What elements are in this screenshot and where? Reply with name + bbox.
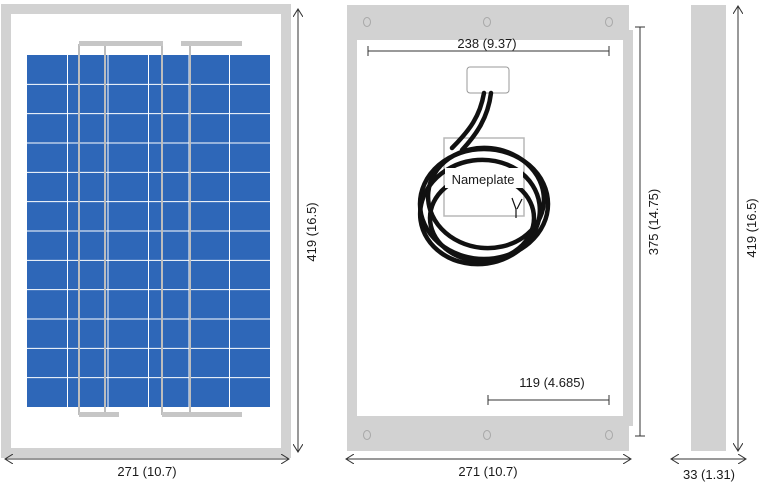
back-view: 238 (9.37) Nameplate 119 (4.685) 37: [346, 5, 661, 479]
cable-ends: [511, 197, 523, 218]
tab-top-right: [181, 41, 242, 46]
back-inner-height-label: 375 (14.75): [646, 189, 661, 256]
cable-coil: [417, 90, 551, 267]
tab-bottom-left: [79, 412, 119, 417]
junction-box: [466, 66, 510, 94]
nameplate-label-bg: [445, 168, 523, 188]
mounting-hole: [483, 17, 491, 27]
side-view: 419 (16.5) 33 (1.31): [671, 5, 759, 482]
mounting-holes: [363, 17, 613, 440]
mounting-hole: [605, 430, 613, 440]
front-frame: [1, 4, 291, 458]
cell-grid-lines: [27, 55, 270, 407]
busbar-rails: [78, 44, 191, 415]
nameplate-label: Nameplate: [452, 172, 515, 187]
front-view: 419 (16.5) 271 (10.7): [1, 4, 319, 479]
tab-top-left: [79, 41, 163, 46]
front-width-label: 271 (10.7): [117, 464, 176, 479]
side-depth-label: 33 (1.31): [683, 467, 735, 482]
side-profile: [691, 5, 726, 451]
back-top-rail: [347, 5, 629, 38]
mounting-hole: [483, 430, 491, 440]
back-half-width-label: 119 (4.685): [519, 375, 585, 390]
back-bottom-rail: [347, 418, 629, 451]
tab-bottom-right: [162, 412, 242, 417]
mounting-hole: [363, 17, 371, 27]
mounting-hole: [605, 17, 613, 27]
back-width-label: 271 (10.7): [458, 464, 517, 479]
side-height-label: 419 (16.5): [744, 198, 759, 257]
back-top-width-label: 238 (9.37): [457, 36, 516, 51]
front-frame-tabs: [79, 41, 242, 417]
mounting-hole: [363, 430, 371, 440]
front-height-label: 419 (16.5): [304, 202, 319, 261]
